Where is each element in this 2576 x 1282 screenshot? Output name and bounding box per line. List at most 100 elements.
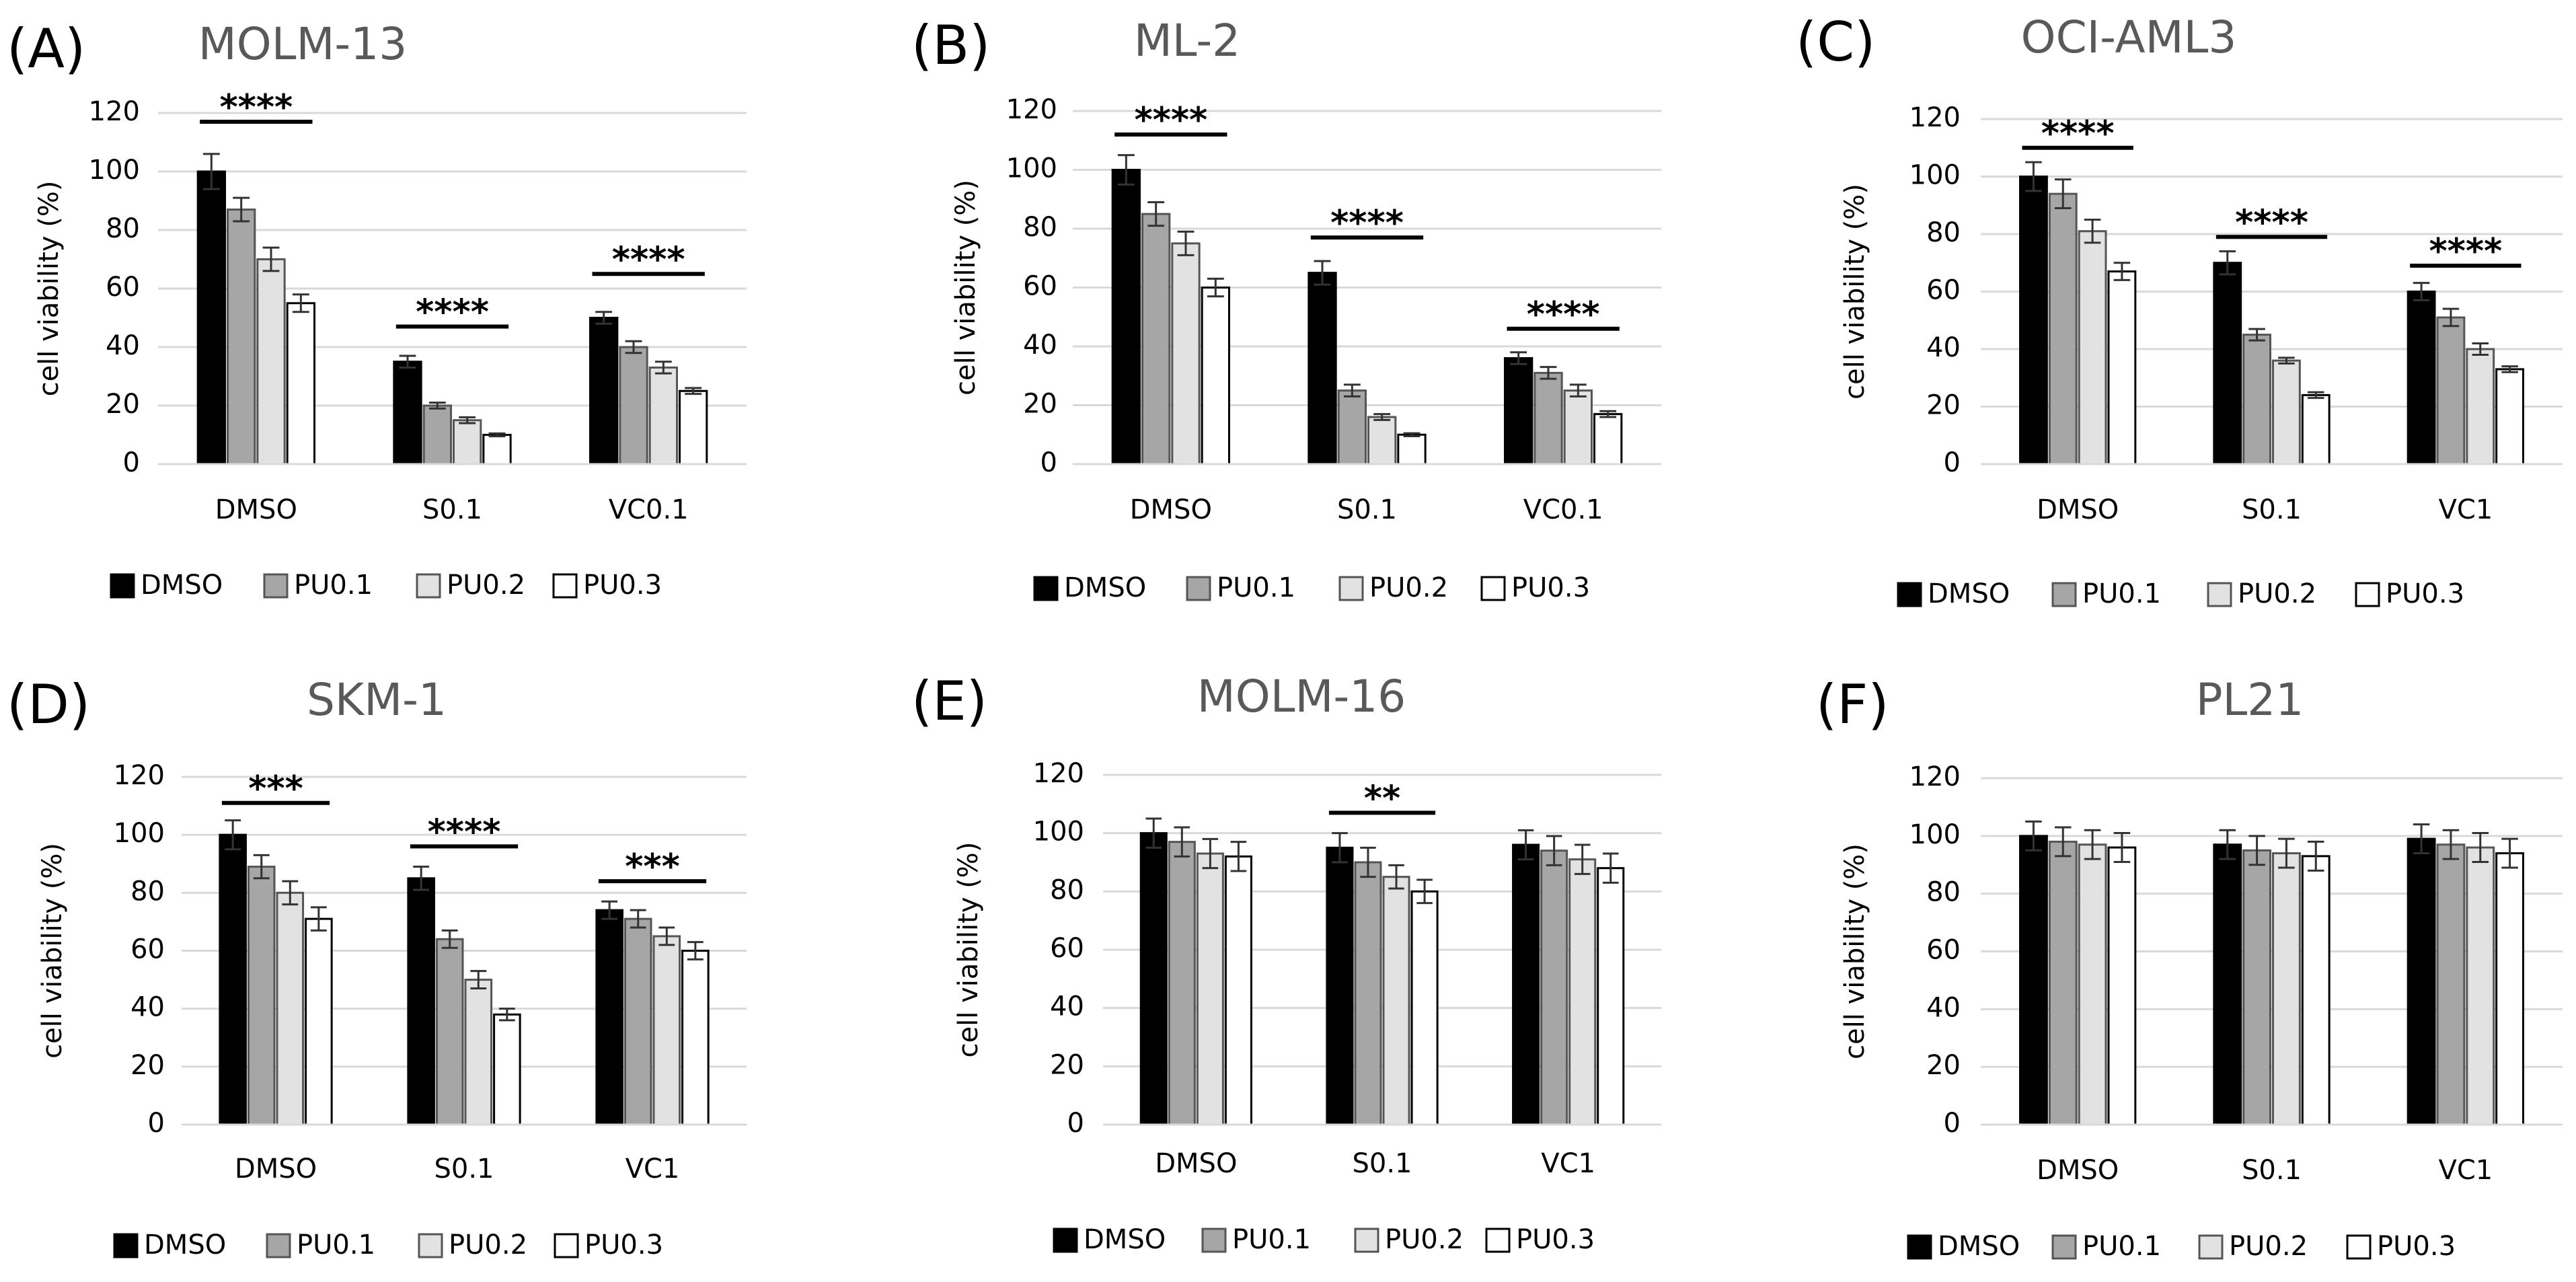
y-tick-label: 60 <box>1050 933 1084 964</box>
legend-label: DMSO <box>1084 1224 1166 1255</box>
y-tick-label: 100 <box>1909 819 1961 850</box>
y-axis-label: cell viability (%) <box>1840 843 1870 1059</box>
y-tick-label: 0 <box>1944 1108 1961 1139</box>
y-tick-label: 60 <box>106 272 140 303</box>
bar <box>1139 832 1168 1126</box>
y-tick-label: 0 <box>123 447 140 478</box>
legend-swatch <box>1053 1228 1078 1253</box>
bar <box>652 935 681 1126</box>
y-tick-label: 120 <box>89 96 140 127</box>
legend-label: DMSO <box>1064 572 1146 603</box>
legend-swatch <box>1201 1228 1227 1253</box>
bar <box>679 389 708 465</box>
y-tick-label: 60 <box>1926 275 1961 306</box>
legend-swatch <box>2207 582 2232 607</box>
x-category-label: DMSO <box>2037 1155 2119 1186</box>
y-tick-label: 80 <box>1023 212 1057 243</box>
y-tick-label: 0 <box>1040 447 1057 478</box>
legend-swatch <box>1354 1228 1379 1253</box>
legend-label: PU0.3 <box>2386 578 2464 609</box>
bar <box>619 346 648 465</box>
bar <box>681 950 710 1126</box>
bar <box>1367 416 1397 465</box>
legend-swatch <box>2051 582 2077 607</box>
chart-title: MOLM-13 <box>198 18 407 70</box>
legend-label: PU0.3 <box>1516 1224 1595 1255</box>
chart-title: SKM-1 <box>307 674 447 726</box>
legend-label: PU0.3 <box>583 570 662 601</box>
legend-label: PU0.2 <box>447 570 525 601</box>
legend-swatch <box>2051 1234 2077 1260</box>
y-tick-label: 20 <box>130 1050 165 1081</box>
x-category-label: S0.1 <box>2242 1155 2302 1186</box>
legend-swatch <box>1897 582 1922 607</box>
x-category-label: VC0.1 <box>1523 494 1603 525</box>
legend-swatch <box>1485 1228 1511 1253</box>
bar <box>2495 852 2524 1126</box>
x-category-label: DMSO <box>235 1154 317 1184</box>
y-tick-label: 120 <box>114 760 165 791</box>
y-tick-label: 20 <box>1023 389 1057 420</box>
legend-label: DMSO <box>1928 578 2010 609</box>
bar <box>2466 846 2495 1126</box>
y-tick-label: 40 <box>1926 992 1961 1023</box>
y-tick-label: 40 <box>130 992 165 1023</box>
bar <box>2301 855 2331 1126</box>
legend-label: PU0.3 <box>1511 572 1590 603</box>
legend-label: PU0.1 <box>1232 1224 1311 1255</box>
chart-panel-b: (B) ML-2 0 20 40 60 80 100 120 cell viability (%)… <box>911 14 1661 603</box>
bar <box>1382 876 1410 1126</box>
bar <box>2436 843 2466 1126</box>
bar <box>1224 855 1252 1126</box>
significance-label: **** <box>428 812 501 852</box>
bar <box>1593 413 1623 465</box>
bar <box>1171 242 1201 465</box>
bar <box>2436 316 2466 465</box>
bar <box>247 866 276 1126</box>
y-tick-label: 20 <box>1050 1049 1084 1080</box>
x-category-label: VC1 <box>1541 1148 1595 1179</box>
x-category-label: S0.1 <box>1352 1148 1412 1179</box>
y-axis-label: cell viability (%) <box>1840 184 1870 400</box>
x-category-label: VC1 <box>626 1154 680 1184</box>
y-tick-label: 20 <box>1926 1050 1961 1081</box>
bar <box>2242 849 2272 1126</box>
legend-swatch <box>418 1233 443 1258</box>
panel-letter: (F) <box>1816 673 1889 736</box>
x-category-label: S0.1 <box>422 494 482 525</box>
y-tick-label: 120 <box>1909 761 1961 792</box>
bar <box>422 404 453 465</box>
x-category-label: S0.1 <box>1337 494 1397 525</box>
bar <box>1111 169 1141 465</box>
legend-swatch <box>110 573 135 599</box>
panel-letter: (D) <box>7 673 90 736</box>
panel-letter: (A) <box>7 17 85 80</box>
y-tick-label: 120 <box>1033 758 1084 789</box>
bar <box>1308 272 1337 465</box>
x-category-label: DMSO <box>215 494 297 525</box>
panel-letter: (E) <box>911 670 987 732</box>
legend-swatch <box>263 573 289 599</box>
x-category-label: VC0.1 <box>609 494 689 525</box>
significance-label: **** <box>1527 295 1600 335</box>
legend-label: PU0.2 <box>2238 578 2316 609</box>
legend-swatch <box>1186 576 1211 601</box>
bar <box>227 209 256 465</box>
x-category-label: DMSO <box>1130 494 1212 525</box>
y-axis-label: cell viability (%) <box>34 181 65 397</box>
chart-panel-f: (F) PL21 0 20 40 60 80 100 120 cell viability (%)… <box>1816 673 2563 1262</box>
chart-title: OCI-AML3 <box>2021 11 2237 63</box>
bar <box>276 891 305 1126</box>
legend-swatch <box>2198 1234 2224 1260</box>
x-category-label: S0.1 <box>2242 494 2302 525</box>
panel-letter: (B) <box>911 14 990 77</box>
bar <box>305 917 333 1126</box>
y-tick-label: 100 <box>114 818 165 849</box>
legend-swatch <box>552 573 578 599</box>
bar <box>435 938 464 1126</box>
bar <box>2048 192 2078 465</box>
bar <box>1504 357 1533 465</box>
bar <box>2272 852 2301 1126</box>
bar <box>1141 213 1171 465</box>
significance-label: ** <box>1364 778 1400 819</box>
